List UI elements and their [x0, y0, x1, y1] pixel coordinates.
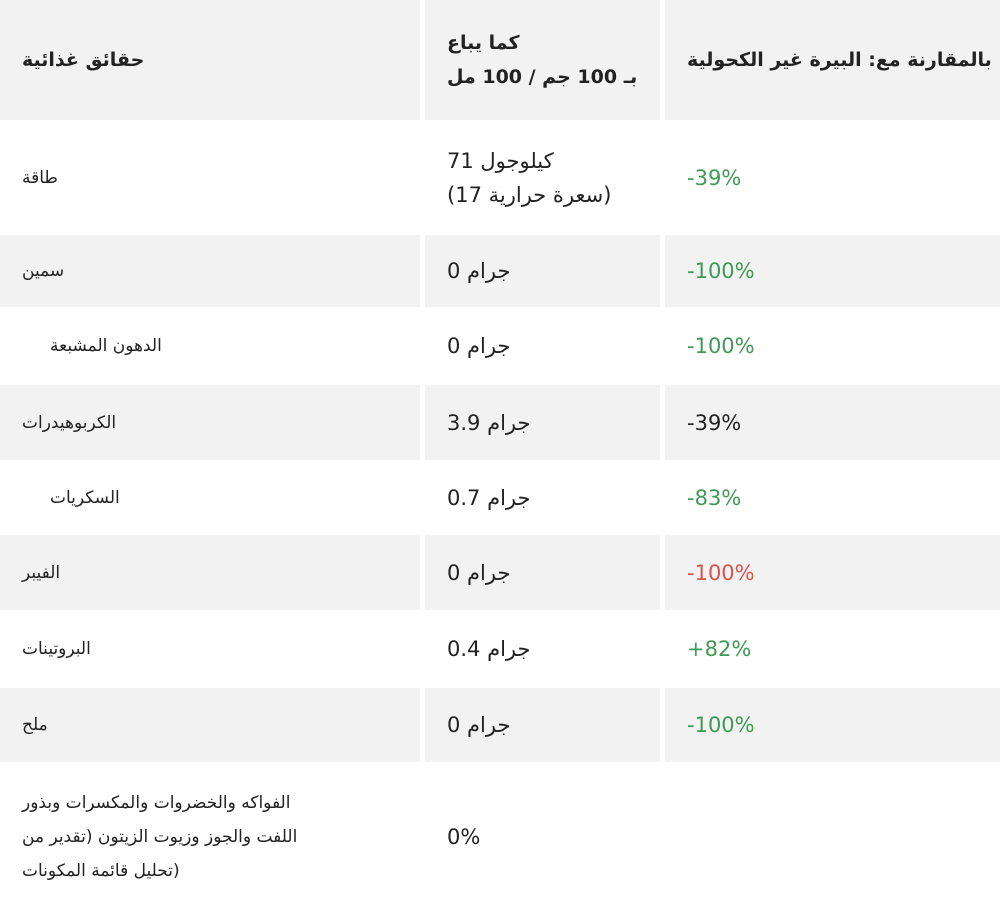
comparison-cell: [665, 762, 1000, 912]
table-row: البروتينات جرام 0.4 +82%: [0, 610, 1000, 688]
cell-text: ملح: [22, 715, 48, 735]
header-row: حقائق غذائية كما يباع بـ 100 جم / 100 مل با…: [0, 0, 1000, 120]
fact-cell: السكريات: [0, 460, 420, 535]
comparison-cell: -100%: [665, 235, 1000, 307]
table-row: السكريات جرام 0.7 -83%: [0, 460, 1000, 535]
comparison-cell: -39%: [665, 120, 1000, 235]
header-cell: بالمقارنة مع: البيرة غير الكحولية: [665, 0, 1000, 120]
cell-text: الكربوهيدرات: [22, 412, 117, 433]
cell-text: جرام 0.4: [447, 637, 531, 661]
comparison-cell: -39%: [665, 385, 1000, 460]
cell-text: الدهون المشبعة: [50, 336, 162, 356]
comparison-cell: -100%: [665, 535, 1000, 610]
cell-text: تحليل قائمة المكونات): [22, 861, 180, 881]
cell-text: كيلوجول 71: [447, 148, 554, 173]
cell-text: بـ 100 جم / 100 مل: [447, 66, 638, 88]
table-row: سمين جرام 0 -100%: [0, 235, 1000, 307]
fact-cell: طاقة: [0, 120, 420, 235]
fact-cell: سمين: [0, 235, 420, 307]
amount-cell: جرام 0.4: [425, 610, 660, 688]
cell-text: طاقة: [22, 167, 58, 188]
amount-cell: جرام 0: [425, 235, 660, 307]
cell-text: جرام 0: [447, 560, 511, 585]
cell-text: الفواكه والخضروات والمكسرات وبذور: [22, 793, 291, 813]
amount-cell: جرام 0: [425, 535, 660, 610]
fact-cell: الفواكه والخضروات والمكسرات وبذور اللفت و…: [0, 762, 420, 912]
comparison-value: -100%: [687, 259, 755, 283]
table-row: الفواكه والخضروات والمكسرات وبذور اللفت و…: [0, 762, 1000, 912]
fact-cell: البروتينات: [0, 610, 420, 688]
cell-text: سمين: [22, 261, 65, 281]
amount-cell: 0%: [425, 762, 660, 912]
cell-text: (سعرة حرارية 17): [447, 182, 612, 207]
fact-cell: الدهون المشبعة: [0, 307, 420, 385]
table-row: ملح جرام 0 -100%: [0, 688, 1000, 762]
table-row: الفيبر جرام 0 -100%: [0, 535, 1000, 610]
comparison-value: -39%: [687, 410, 742, 435]
cell-text: 0%: [447, 825, 481, 849]
amount-cell: جرام 0: [425, 307, 660, 385]
table-row: الكربوهيدرات جرام 3.9 -39%: [0, 385, 1000, 460]
table-row: الدهون المشبعة جرام 0 -100%: [0, 307, 1000, 385]
amount-cell: جرام 0: [425, 688, 660, 762]
fact-cell: الفيبر: [0, 535, 420, 610]
comparison-cell: -100%: [665, 688, 1000, 762]
cell-text: حقائق غذائية: [22, 49, 145, 71]
cell-text: السكريات: [50, 487, 120, 508]
comparison-cell: -83%: [665, 460, 1000, 535]
cell-text: جرام 0: [447, 334, 511, 358]
fact-cell: الكربوهيدرات: [0, 385, 420, 460]
amount-cell: جرام 0.7: [425, 460, 660, 535]
comparison-value: +82%: [687, 637, 752, 661]
cell-text: جرام 3.9: [447, 410, 531, 435]
cell-text: جرام 0: [447, 713, 511, 737]
cell-text: اللفت والجوز وزيوت الزيتون (تقدير من: [22, 827, 298, 847]
header-cell: حقائق غذائية: [0, 0, 420, 120]
amount-cell: كيلوجول 71 (سعرة حرارية 17): [425, 120, 660, 235]
cell-text: جرام 0.7: [447, 485, 531, 510]
cell-text: جرام 0: [447, 259, 511, 283]
comparison-cell: -100%: [665, 307, 1000, 385]
comparison-value: -39%: [687, 165, 742, 190]
comparison-value: -100%: [687, 560, 755, 585]
table-row: طاقة كيلوجول 71 (سعرة حرارية 17) -39%: [0, 120, 1000, 235]
comparison-value: -100%: [687, 334, 755, 358]
cell-text: كما يباع: [447, 32, 520, 54]
comparison-cell: +82%: [665, 610, 1000, 688]
header-cell: كما يباع بـ 100 جم / 100 مل: [425, 0, 660, 120]
comparison-value: -100%: [687, 713, 755, 737]
cell-text: الفيبر: [22, 562, 61, 583]
comparison-value: -83%: [687, 485, 742, 510]
amount-cell: جرام 3.9: [425, 385, 660, 460]
cell-text: البروتينات: [22, 639, 91, 659]
fact-cell: ملح: [0, 688, 420, 762]
cell-text: بالمقارنة مع: البيرة غير الكحولية: [687, 49, 992, 71]
